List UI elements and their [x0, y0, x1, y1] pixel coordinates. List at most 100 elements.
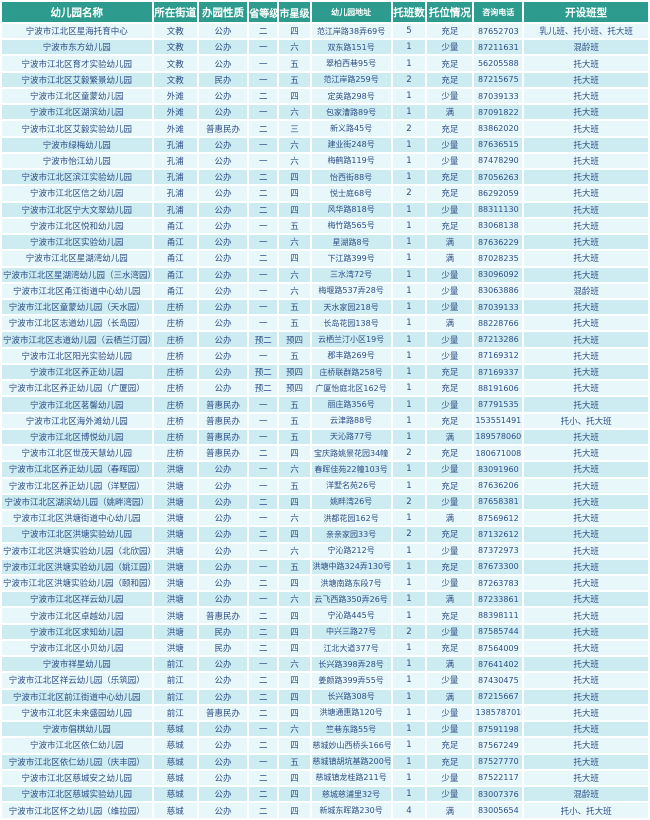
cell-class_types: 托大班	[522, 573, 650, 593]
cell-name: 宁波市江北区海外滩幼儿园	[0, 411, 154, 430]
cell-phone: 87091822	[472, 103, 525, 122]
table-row: 宁波市江北区阳光实验幼儿园 庄桥 公办一五郡丰路269号 1 少量 87169312 托大班	[0, 346, 650, 365]
cell-class_types: 托大班	[522, 249, 650, 268]
cell-street: 孔浦	[151, 151, 199, 171]
cell-nursery_classes: 1	[390, 703, 428, 723]
cell-slot_status: 满	[425, 590, 475, 609]
cell-class_types: 托大班	[522, 395, 650, 414]
cell-nursery_classes: 1	[390, 411, 428, 430]
cell-class_types: 托大班	[522, 427, 650, 447]
cell-address: 包家漕路89号	[309, 103, 393, 122]
cell-name: 宁波市江北区茗馨幼儿园	[0, 395, 154, 414]
cell-nursery_classes: 4	[390, 801, 428, 820]
cell-phone: 87641402	[472, 655, 525, 674]
cell-class_types: 托大班	[522, 216, 650, 236]
cell-type: 普惠民办	[196, 411, 250, 430]
cell-province_grade: 预二	[247, 379, 280, 398]
cell-phone: 87567249	[472, 736, 525, 755]
cell-province_grade: 一	[247, 460, 280, 479]
cell-nursery_classes: 1	[390, 135, 428, 154]
cell-street: 洪塘	[151, 622, 199, 641]
cell-street: 慈城	[151, 801, 199, 820]
cell-city_star: 四	[277, 444, 312, 463]
cell-type: 公办	[196, 281, 250, 300]
cell-province_grade: 一	[247, 151, 280, 171]
cell-province_grade: 一	[247, 70, 280, 89]
cell-slot_status: 充足	[425, 606, 475, 625]
cell-phone: 87056263	[472, 168, 525, 187]
cell-class_types: 混龄班	[522, 38, 650, 57]
header-cell-address: 幼儿园地址	[309, 0, 393, 24]
cell-name: 宁波市江北区洪塘街道中心幼儿园	[0, 509, 154, 528]
cell-nursery_classes: 1	[390, 768, 428, 788]
cell-address: 姜颜路399弄55号	[309, 671, 393, 690]
cell-type: 公办	[196, 720, 250, 739]
header-cell-type: 办园性质	[196, 0, 250, 24]
cell-type: 公办	[196, 346, 250, 365]
cell-city_star: 六	[277, 655, 312, 674]
cell-class_types: 托大班	[522, 557, 650, 576]
cell-type: 公办	[196, 768, 250, 788]
cell-class_types: 托大班	[522, 736, 650, 755]
cell-nursery_classes: 1	[390, 86, 428, 106]
table-row: 宁波市江北区茗馨幼儿园 庄桥 普惠民办一五丽庄路356号 1 少量 87791535 托大班	[0, 395, 650, 414]
cell-type: 公办	[196, 135, 250, 154]
cell-street: 洪塘	[151, 541, 199, 560]
cell-street: 洪塘	[151, 460, 199, 479]
cell-slot_status: 满	[425, 233, 475, 252]
cell-class_types: 托大班	[522, 509, 650, 528]
cell-type: 公办	[196, 151, 250, 171]
table-row: 宁波市江北区星湖湾幼儿园（三水湾园） 甬江 公办一六三水湾72号 1 少量 8309609…	[0, 265, 650, 284]
header-cell-street: 所在街道	[151, 0, 199, 24]
cell-address: 悦士庭68号	[309, 184, 393, 203]
cell-nursery_classes: 1	[390, 103, 428, 122]
cell-slot_status: 少量	[425, 573, 475, 593]
table-row: 宁波市江北区洪塘街道中心幼儿园 洪塘 公办一六洪都花园162号 1 满 87569612 托…	[0, 509, 650, 528]
table-row: 宁波市江北区洪塘实验幼儿园（颐和园） 洪塘 公办二四洪塘南路东段7号 1 少量 87263…	[0, 573, 650, 593]
cell-province_grade: 二	[247, 801, 280, 820]
cell-slot_status: 少量	[425, 492, 475, 512]
cell-province_grade: 二	[247, 671, 280, 690]
cell-slot_status: 少量	[425, 703, 475, 723]
cell-province_grade: 二	[247, 21, 280, 41]
cell-province_grade: 二	[247, 119, 280, 138]
cell-address: 洪塘南路东段7号	[309, 573, 393, 593]
cell-province_grade: 二	[247, 184, 280, 203]
cell-street: 庄桥	[151, 362, 199, 382]
table-row: 宁波市倡棋幼儿园 慈城 公办一六竺巷东路55号 1 少量 87591198 托大班	[0, 720, 650, 739]
cell-street: 甬江	[151, 281, 199, 300]
cell-address: 范江岸路38弄69号	[309, 21, 393, 41]
cell-class_types: 托大班	[522, 476, 650, 495]
cell-slot_status: 少量	[425, 281, 475, 300]
table-row: 宁波市江北区洪塘实验幼儿园 洪塘 公办二四亲亲家园33号 2 充足 87132612 托大班	[0, 525, 650, 544]
header-cell-province_grade: 省等级	[247, 0, 280, 24]
cell-address: 丽庄路356号	[309, 395, 393, 414]
table-row: 宁波市江北区湖滨幼儿园 外滩 公办一六包家漕路89号 1 满 87091822 托大班	[0, 103, 650, 122]
cell-street: 洪塘	[151, 476, 199, 495]
cell-province_grade: 二	[247, 622, 280, 641]
cell-name: 宁波市江北区信之幼儿园	[0, 184, 154, 203]
cell-address: 慈城镇胡坑基路200号	[309, 752, 393, 771]
cell-phone: 83862020	[472, 119, 525, 138]
cell-nursery_classes: 1	[390, 346, 428, 365]
cell-class_types: 托大班	[522, 70, 650, 89]
cell-phone: 87522117	[472, 768, 525, 788]
cell-phone: 87263783	[472, 573, 525, 593]
cell-province_grade: 一	[247, 541, 280, 560]
cell-type: 公办	[196, 671, 250, 690]
cell-city_star: 四	[277, 687, 312, 706]
cell-address: 建业街248号	[309, 135, 393, 154]
cell-slot_status: 少量	[425, 395, 475, 414]
table-row: 宁波市江北区未来盛园幼儿园 前江 普惠民办二四洪塘通惠路120号 1 少量 1385787…	[0, 703, 650, 723]
cell-city_star: 六	[277, 233, 312, 252]
cell-phone: 83005654	[472, 801, 525, 820]
cell-type: 公办	[196, 752, 250, 771]
cell-class_types: 托大班	[522, 346, 650, 365]
cell-street: 洪塘	[151, 638, 199, 658]
cell-street: 慈城	[151, 720, 199, 739]
cell-slot_status: 充足	[425, 168, 475, 187]
cell-class_types: 托大班	[522, 314, 650, 333]
cell-province_grade: 二	[247, 444, 280, 463]
cell-name: 宁波市江北区未来盛园幼儿园	[0, 703, 154, 723]
cell-class_types: 托大班	[522, 151, 650, 171]
